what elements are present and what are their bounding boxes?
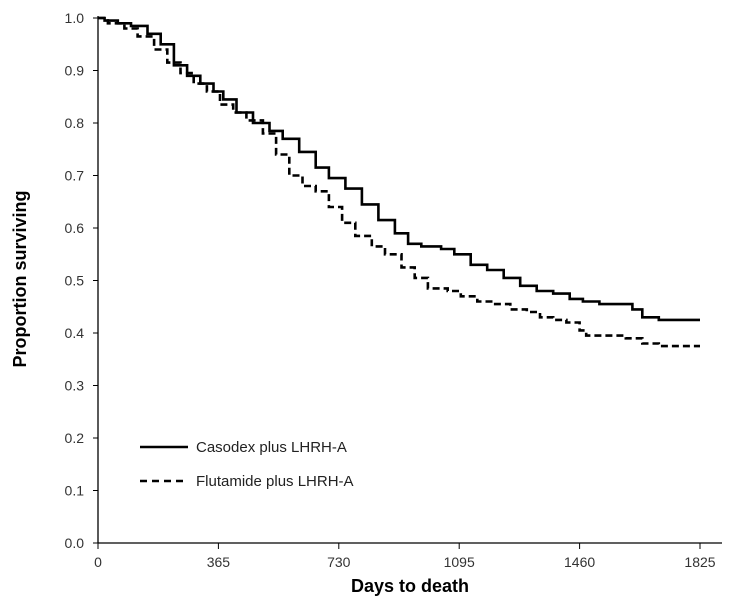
x-axis-title: Days to death <box>351 576 469 596</box>
x-tick-label: 1825 <box>684 554 715 570</box>
series-lines <box>98 16 700 348</box>
series-line-flutamide <box>98 16 700 348</box>
series-line-casodex <box>98 16 700 322</box>
x-tick-label: 365 <box>207 554 231 570</box>
y-tick-label: 0.2 <box>65 430 85 446</box>
y-tick-label: 0.7 <box>65 168 85 184</box>
legend-label-casodex: Casodex plus LHRH-A <box>196 439 347 456</box>
y-tick-label: 0.0 <box>65 535 85 551</box>
x-axis-ticks: 0 365 730 1095 1460 1825 <box>94 543 716 570</box>
x-tick-label: 0 <box>94 554 102 570</box>
y-tick-label: 0.5 <box>65 273 85 289</box>
y-tick-label: 0.1 <box>65 483 85 499</box>
plot-area: 0.0 0.1 0.2 0.3 0.4 0.5 0.6 0.7 0.8 0.9 1.0 0 365 73… <box>65 10 722 570</box>
x-tick-label: 1095 <box>444 554 475 570</box>
y-axis-title: Proportion surviving <box>10 190 30 367</box>
y-axis-ticks: 0.0 0.1 0.2 0.3 0.4 0.5 0.6 0.7 0.8 0.9 1.0 <box>65 10 98 551</box>
y-tick-label: 0.4 <box>65 325 85 341</box>
legend-label-flutamide: Flutamide plus LHRH-A <box>196 473 354 490</box>
x-tick-label: 730 <box>327 554 351 570</box>
y-tick-label: 0.8 <box>65 115 85 131</box>
x-tick-label: 1460 <box>564 554 595 570</box>
y-tick-label: 0.3 <box>65 378 85 394</box>
y-tick-label: 0.6 <box>65 220 85 236</box>
y-tick-label: 0.9 <box>65 63 85 79</box>
y-tick-label: 1.0 <box>65 10 85 26</box>
legend: Casodex plus LHRH-A Flutamide plus LHRH-… <box>140 439 354 490</box>
